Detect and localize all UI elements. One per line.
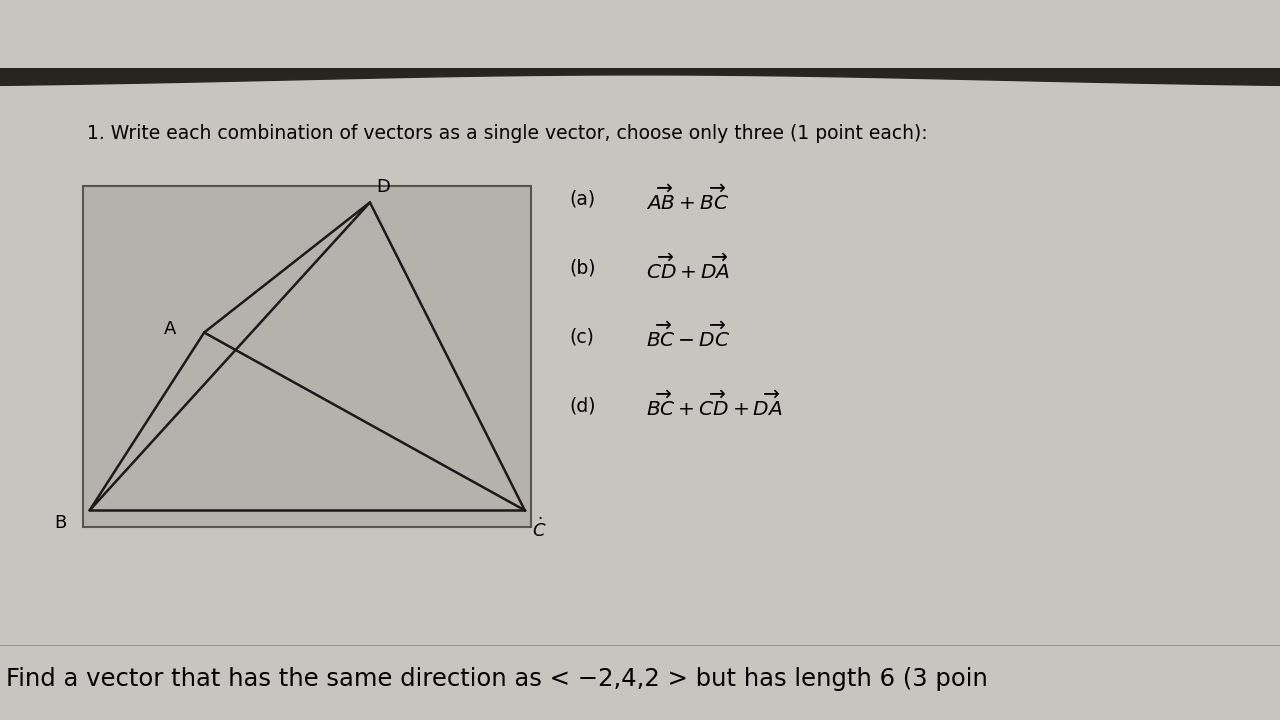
Text: D: D (376, 178, 390, 196)
Text: (d): (d) (570, 396, 596, 415)
Text: (c): (c) (570, 327, 594, 346)
Text: $\overrightarrow{AB} + \overrightarrow{BC}$: $\overrightarrow{AB} + \overrightarrow{B… (646, 184, 730, 214)
Text: (b): (b) (570, 258, 596, 277)
FancyBboxPatch shape (83, 186, 531, 527)
Text: $\dot{C}$: $\dot{C}$ (532, 518, 547, 541)
Text: (a): (a) (570, 189, 595, 209)
Text: $\overrightarrow{BC} - \overrightarrow{DC}$: $\overrightarrow{BC} - \overrightarrow{D… (646, 322, 731, 351)
Text: B: B (54, 513, 67, 531)
Text: 1. Write each combination of vectors as a single vector, choose only three (1 po: 1. Write each combination of vectors as … (87, 125, 928, 143)
Text: $\overrightarrow{CD} + \overrightarrow{DA}$: $\overrightarrow{CD} + \overrightarrow{D… (646, 253, 731, 282)
Text: $\overrightarrow{BC} + \overrightarrow{CD} + \overrightarrow{DA}$: $\overrightarrow{BC} + \overrightarrow{C… (646, 391, 783, 420)
Text: Find a vector that has the same direction as < −2,4,2 > but has length 6 (3 poin: Find a vector that has the same directio… (6, 667, 988, 691)
Text: A: A (164, 320, 177, 338)
